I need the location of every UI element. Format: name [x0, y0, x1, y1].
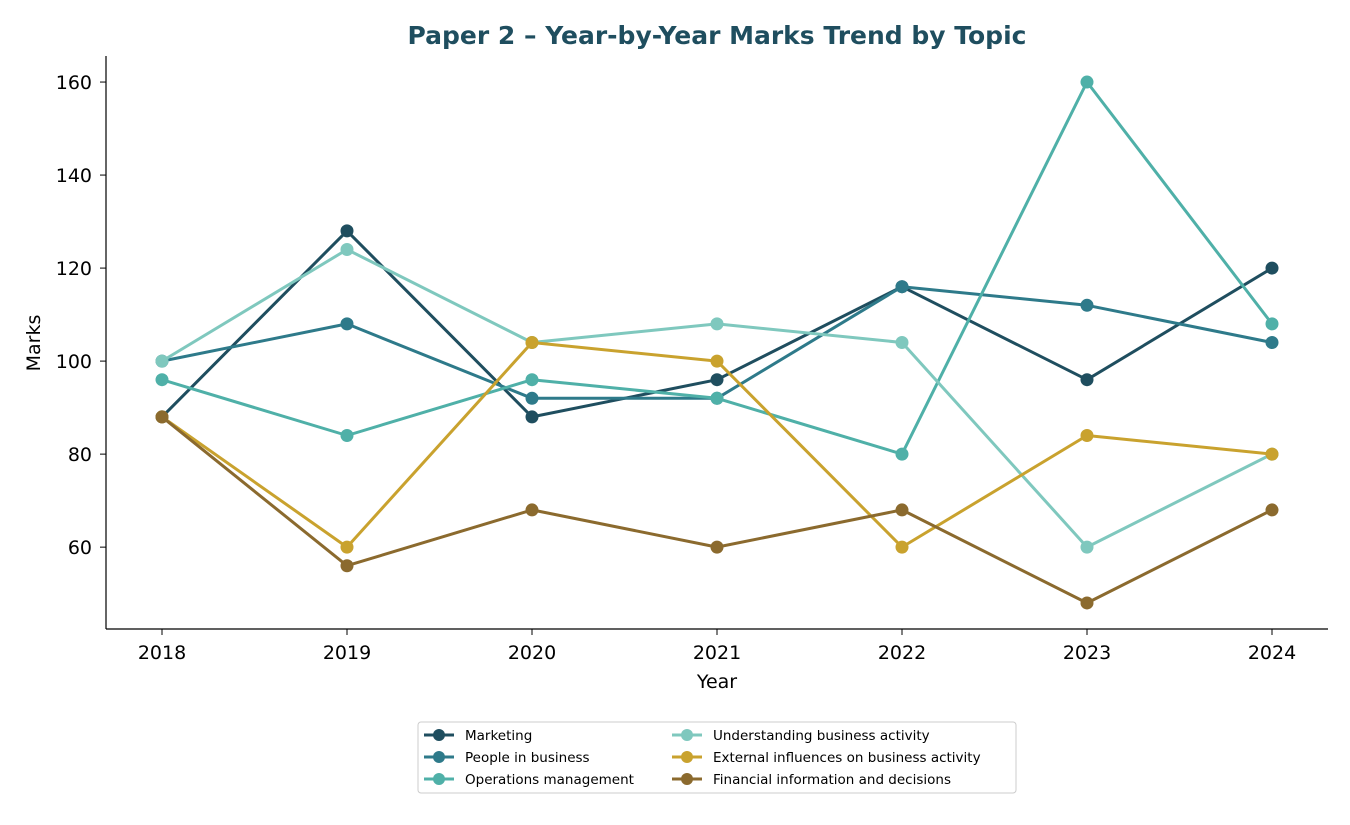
series-layer — [155, 75, 1279, 610]
x-tick-label: 2018 — [138, 642, 186, 664]
data-point — [525, 410, 539, 424]
legend-label: Understanding business activity — [713, 728, 930, 744]
data-point — [710, 540, 724, 554]
series-6 — [155, 410, 1279, 610]
x-tick-label: 2023 — [1063, 642, 1111, 664]
data-point — [525, 391, 539, 405]
data-point — [155, 354, 169, 368]
legend-item: People in business — [424, 750, 590, 766]
legend-marker — [433, 751, 445, 763]
x-tick-label: 2024 — [1248, 642, 1296, 664]
data-point — [895, 503, 909, 517]
legend-item: Understanding business activity — [672, 728, 930, 744]
data-point — [340, 540, 354, 554]
series-5 — [155, 336, 1279, 554]
y-axis-label: Marks — [23, 315, 45, 372]
data-point — [1265, 261, 1279, 275]
legend-marker — [681, 751, 693, 763]
data-point — [710, 317, 724, 331]
legend-marker — [681, 773, 693, 785]
data-point — [1080, 75, 1094, 89]
data-point — [155, 410, 169, 424]
legend-item: External influences on business activity — [672, 750, 981, 766]
y-tick-label: 120 — [56, 258, 92, 280]
y-tick-label: 60 — [68, 537, 92, 559]
legend-item: Financial information and decisions — [672, 772, 951, 788]
data-point — [155, 373, 169, 387]
series-line — [161, 341, 1273, 549]
data-point — [1265, 336, 1279, 349]
data-point — [340, 242, 354, 256]
x-tick-label: 2019 — [323, 642, 371, 664]
data-point — [895, 447, 909, 461]
legend-label: External influences on business activity — [713, 750, 981, 766]
data-point — [340, 429, 354, 443]
y-tick-label: 140 — [56, 165, 92, 187]
data-point — [895, 336, 909, 349]
chart-title: Paper 2 – Year-by-Year Marks Trend by To… — [408, 21, 1027, 50]
legend-label: People in business — [465, 750, 590, 766]
data-point — [525, 373, 539, 387]
y-tick-label: 80 — [68, 444, 92, 466]
legend-label: Financial information and decisions — [713, 772, 951, 788]
data-point — [895, 280, 909, 294]
data-point — [525, 503, 539, 517]
data-point — [710, 373, 724, 387]
data-point — [1080, 373, 1094, 387]
y-tick-label: 100 — [56, 351, 92, 373]
legend: Marketing People in business Operations ma… — [417, 721, 1017, 794]
data-point — [525, 336, 539, 349]
data-point — [1265, 503, 1279, 517]
legend-item: Marketing — [424, 728, 532, 744]
data-point — [895, 540, 909, 554]
data-point — [1265, 317, 1279, 331]
legend-marker — [433, 729, 445, 741]
series-3 — [155, 75, 1279, 461]
series-line — [161, 415, 1273, 605]
legend-label: Marketing — [465, 728, 532, 744]
data-point — [710, 354, 724, 368]
y-tick-label: 160 — [56, 72, 92, 94]
x-tick-label: 2022 — [878, 642, 926, 664]
x-axis-label: Year — [696, 671, 737, 693]
x-tick-label: 2020 — [508, 642, 556, 664]
data-point — [710, 391, 724, 405]
data-point — [340, 317, 354, 331]
legend-box — [417, 721, 1017, 794]
legend-marker — [681, 729, 693, 741]
legend-item: Operations management — [424, 772, 634, 788]
data-point — [340, 224, 354, 238]
data-point — [1265, 447, 1279, 461]
x-tick-label: 2021 — [693, 642, 741, 664]
axes: 60 80 100 120 140 160 2018 2019 2020 2021 2022 2023… — [56, 56, 1328, 664]
data-point — [340, 559, 354, 573]
legend-marker — [433, 773, 445, 785]
data-point — [1080, 540, 1094, 554]
data-point — [1080, 298, 1094, 312]
data-point — [1080, 596, 1094, 610]
legend-label: Operations management — [465, 772, 634, 788]
data-point — [1080, 429, 1094, 443]
